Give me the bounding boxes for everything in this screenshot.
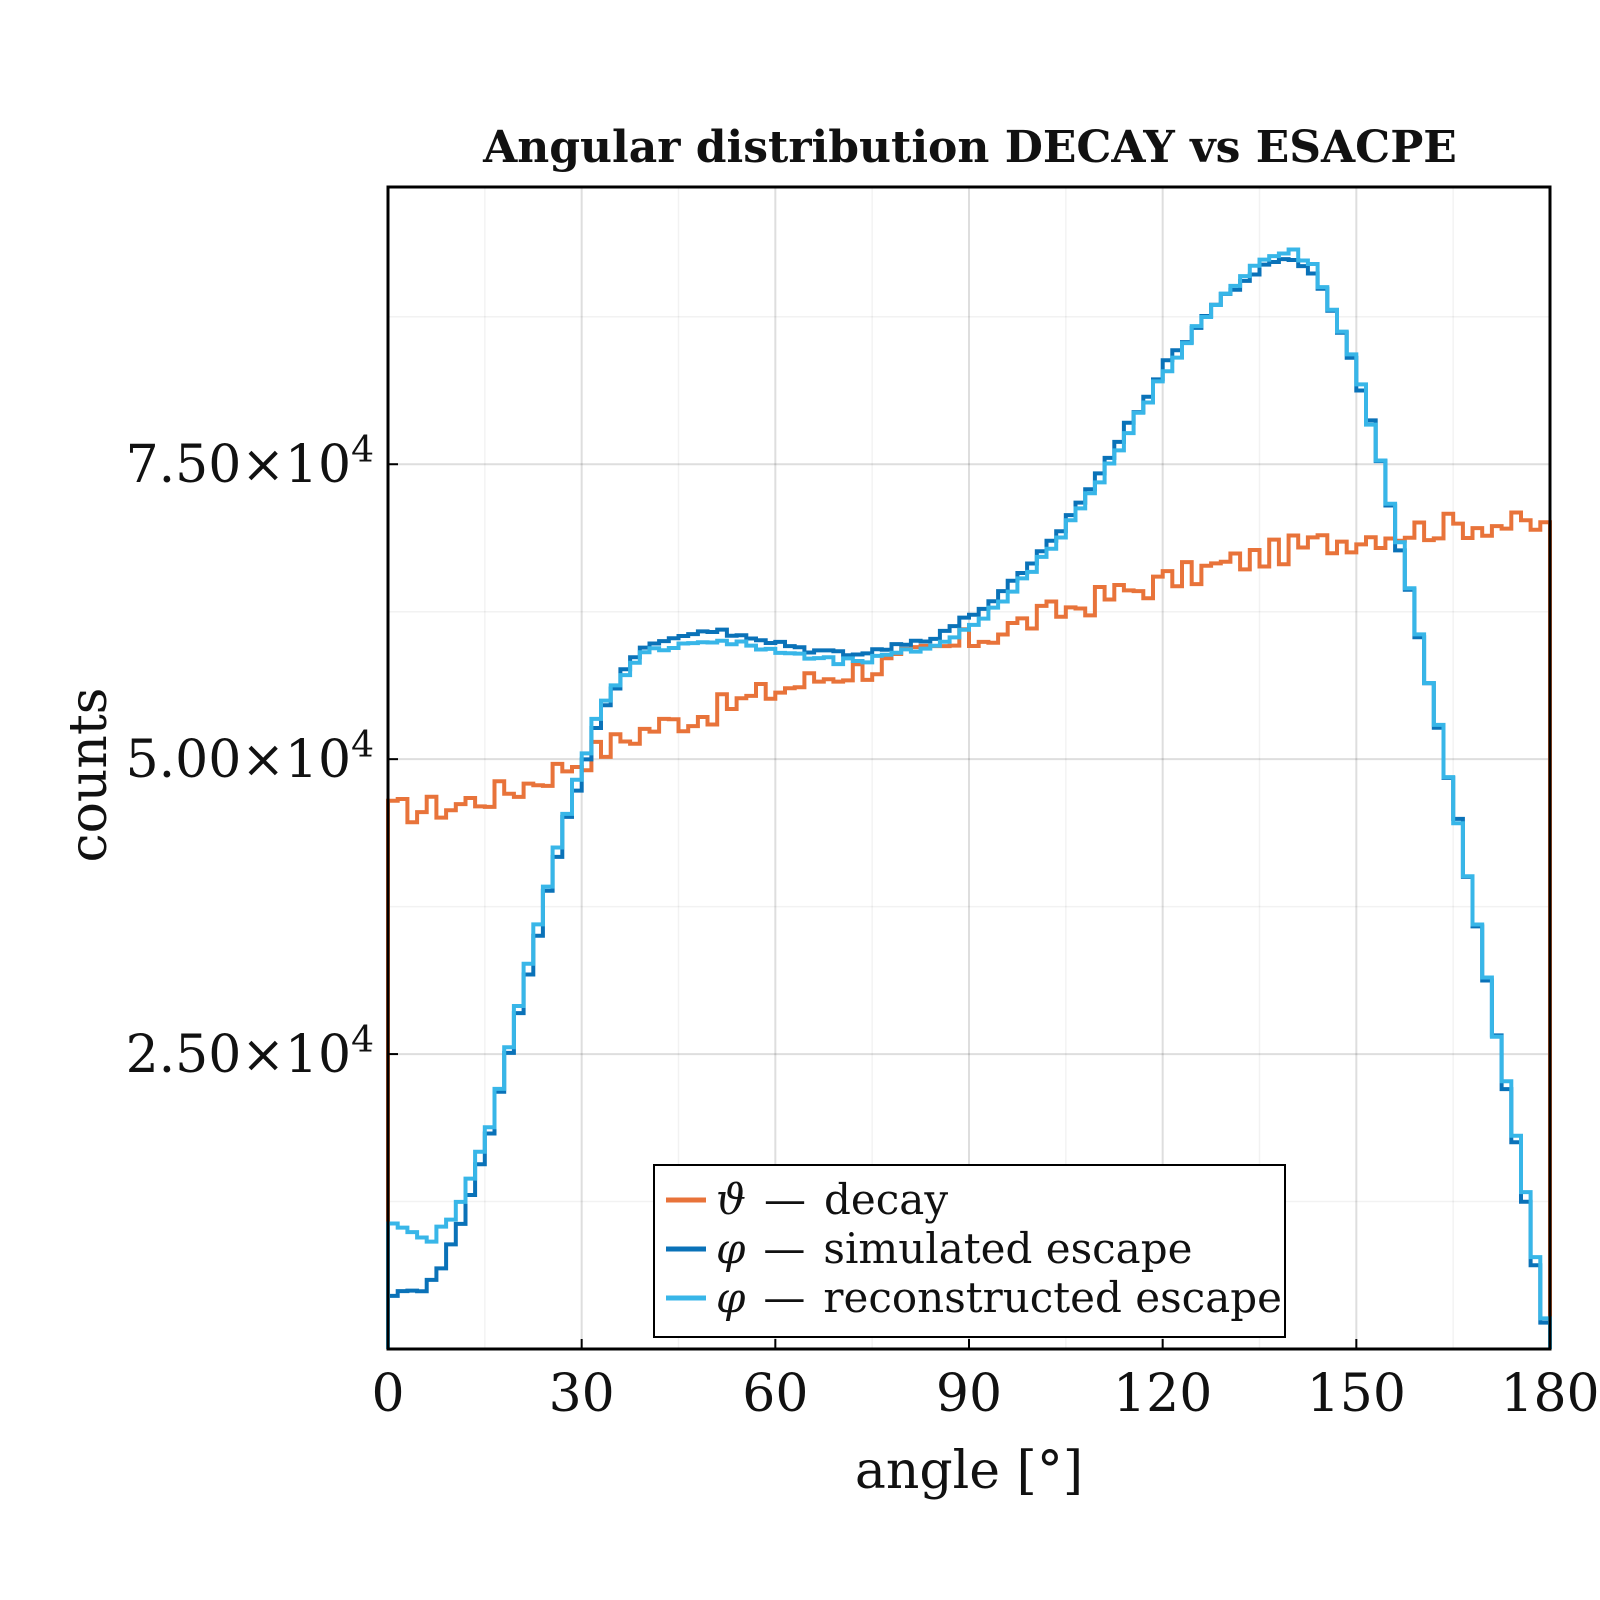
series-layer	[386, 247, 1552, 1349]
chart-title: Angular distribution DECAY vs ESACPE	[482, 122, 1457, 173]
x-tick-label: 60	[742, 1364, 808, 1424]
legend-entry: ϑ — decay	[716, 1175, 948, 1224]
x-tick-label: 0	[371, 1364, 404, 1424]
x-axis-label: angle [°]	[855, 1441, 1083, 1501]
x-axis-ticks: 0 30 60 90 120 150 180	[371, 1339, 1600, 1424]
y-tick-label: 7.50×104	[126, 430, 374, 495]
x-tick-label: 120	[1113, 1364, 1212, 1424]
legend-box	[653, 1164, 1286, 1338]
legend-entry: φ — reconstructed escape	[716, 1273, 1282, 1322]
x-tick-label: 180	[1500, 1364, 1599, 1424]
x-tick-label: 150	[1307, 1364, 1406, 1424]
y-axis-label: counts	[59, 688, 119, 863]
x-tick-label: 90	[936, 1364, 1002, 1424]
legend-entry: φ — simulated escape	[716, 1224, 1192, 1273]
y-tick-label: 2.50×104	[126, 1020, 374, 1085]
series-line-3	[386, 247, 1552, 1349]
series-line-2	[386, 257, 1552, 1349]
y-tick-label: 5.00×104	[126, 725, 374, 790]
x-tick-label: 30	[549, 1364, 615, 1424]
y-axis-ticks: 2.50×104 5.00×104 7.50×104	[126, 430, 398, 1085]
